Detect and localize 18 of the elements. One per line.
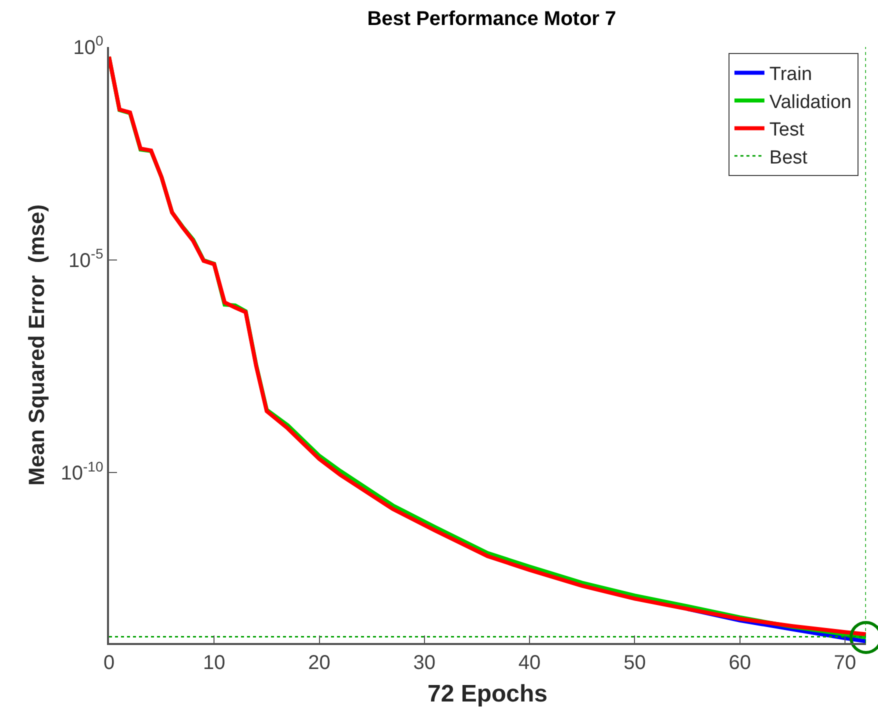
legend-label: Validation [769, 92, 852, 113]
y-tick-label: 10$^{-5}$ [68, 245, 104, 272]
x-tick-label: 30 [413, 652, 436, 674]
chart-title: Best Performance Motor 7 [367, 8, 616, 30]
x-axis-title: 72 Epochs [427, 680, 548, 708]
legend-label: Best [769, 147, 808, 168]
x-tick-label: 10 [203, 652, 226, 674]
x-tick-label: 20 [308, 652, 330, 674]
y-tick-label: 10$^{-10}$ [60, 458, 104, 485]
legend-label: Test [769, 120, 805, 141]
x-tick-label: 70 [834, 652, 856, 674]
x-tick-label: 60 [728, 652, 751, 674]
legend-label: Train [769, 64, 812, 86]
x-tick-label: 50 [624, 652, 646, 674]
x-tick-label: 0 [103, 652, 115, 674]
x-tick-label: 40 [518, 652, 541, 674]
y-axis-title: Mean Squared Error (mse) [24, 204, 50, 486]
y-tick-label: 10$^{0}$ [73, 32, 104, 59]
